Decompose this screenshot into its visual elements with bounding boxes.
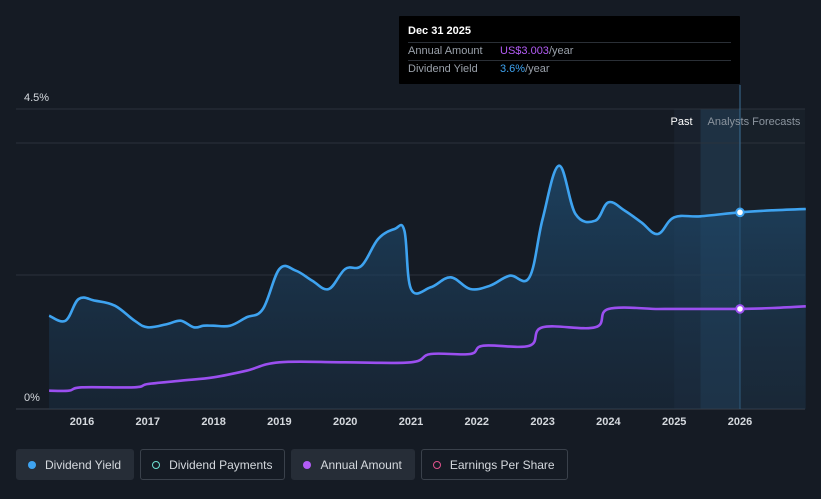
annual-amount-dot-icon <box>303 460 312 469</box>
x-tick-label: 2026 <box>728 416 752 428</box>
dividend-yield-dot-icon <box>28 460 36 469</box>
x-tick-label: 2023 <box>530 416 554 428</box>
dividend-yield-marker <box>735 207 745 218</box>
dividend-payments-ring-icon <box>152 460 161 469</box>
legend-label: Dividend Payments <box>169 457 273 472</box>
legend-item-earnings-per-share[interactable]: Earnings Per Share <box>420 449 568 480</box>
tooltip-date: Dec 31 2025 <box>408 25 471 37</box>
annual-amount-line <box>49 305 806 393</box>
dividend-yield-line <box>48 164 806 329</box>
x-tick-label: 2017 <box>136 416 160 428</box>
tooltip-label: Dividend Yield <box>408 63 478 75</box>
tooltip-row-dividend-yield: Dividend Yield 3.6%/year <box>408 60 731 78</box>
legend-label: Dividend Yield <box>45 457 122 472</box>
forecast-label: Analysts Forecasts <box>708 116 801 128</box>
tooltip-label: Annual Amount <box>408 45 483 57</box>
legend-label: Annual Amount <box>320 457 402 472</box>
tooltip-row-annual-amount: Annual Amount US$3.003/year <box>408 42 731 60</box>
tooltip-unit: /year <box>548 45 574 57</box>
legend-item-dividend-yield[interactable]: Dividend Yield <box>16 449 135 480</box>
x-tick-label: 2022 <box>465 416 489 428</box>
x-tick-label: 2020 <box>333 416 357 428</box>
tooltip-unit: /year <box>525 63 550 75</box>
x-tick-label: 2024 <box>596 416 621 428</box>
x-tick-label: 2019 <box>267 416 291 428</box>
x-tick-label: 2016 <box>70 416 94 428</box>
tooltip-value: US$3.003 <box>500 45 549 57</box>
x-tick-label: 2025 <box>662 416 686 428</box>
past-label: Past <box>671 116 693 128</box>
tooltip: Dec 31 2025 Annual Amount US$3.003/year … <box>399 16 740 84</box>
y-axis-label-top: 4.5% <box>24 92 49 104</box>
legend-label: Earnings Per Share <box>449 457 555 472</box>
annual-amount-marker <box>735 304 745 314</box>
earnings-per-share-ring-icon <box>432 460 441 469</box>
y-axis-label-bottom: 0% <box>24 392 40 404</box>
dividend-yield-area <box>49 165 806 409</box>
tooltip-value: 3.6% <box>500 63 526 75</box>
x-tick-label: 2018 <box>201 416 225 428</box>
x-tick-label: 2021 <box>399 416 423 428</box>
legend: Dividend Yield Dividend Payments Annual … <box>16 449 568 480</box>
legend-item-dividend-payments[interactable]: Dividend Payments <box>140 449 286 480</box>
legend-item-annual-amount[interactable]: Annual Amount <box>291 449 415 480</box>
